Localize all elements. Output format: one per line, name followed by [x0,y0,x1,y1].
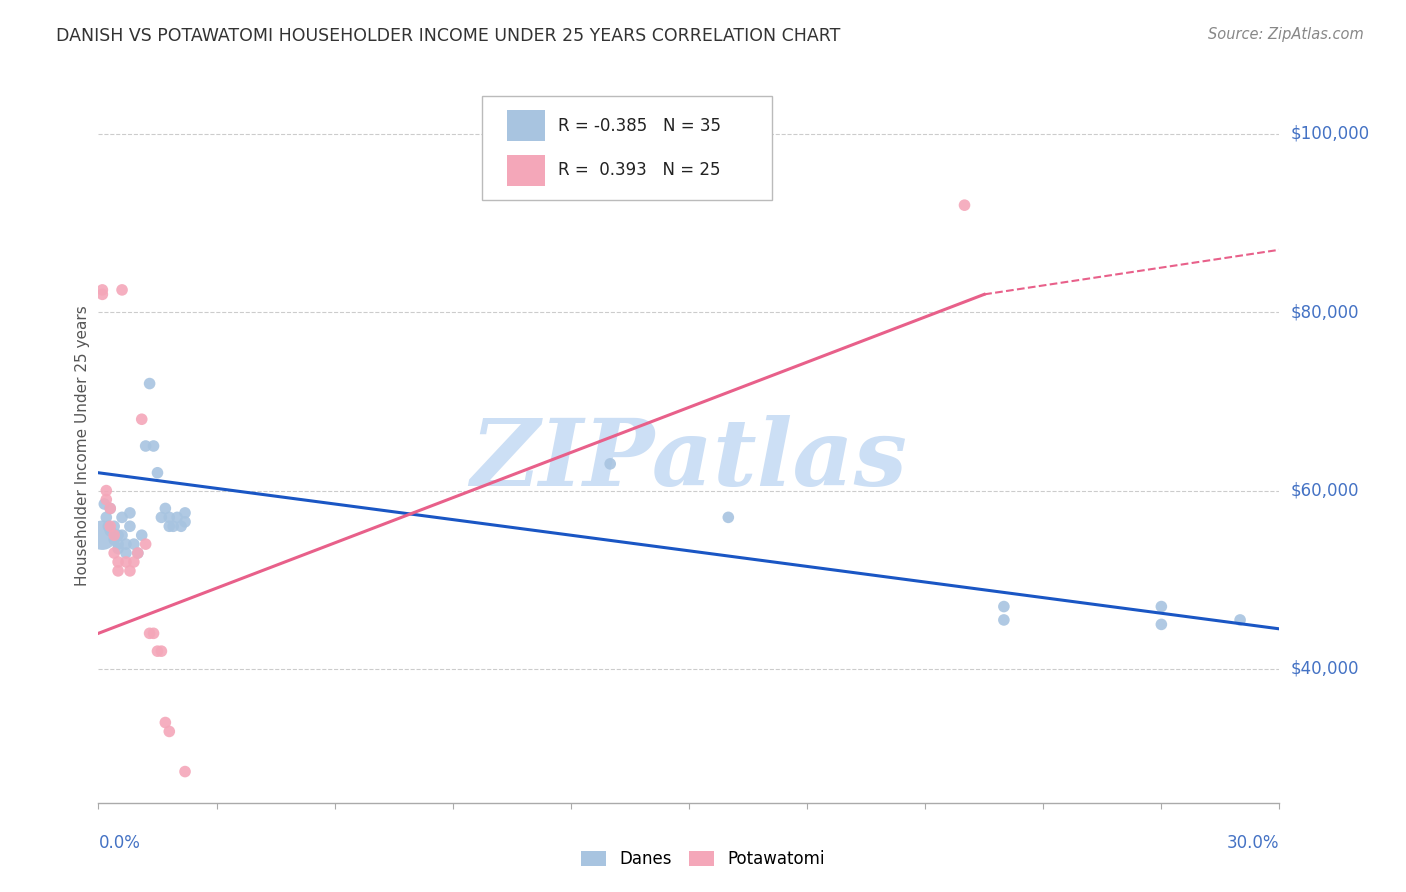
Point [155,501,177,516]
Text: ZIPatlas: ZIPatlas [471,416,907,505]
Point [91,528,114,542]
Point [115,537,138,551]
Point [103,546,125,560]
Point [107,537,129,551]
Point [135,439,157,453]
Point [111,510,134,524]
Point [111,283,134,297]
Point [717,510,740,524]
Point [138,626,160,640]
Point [157,519,180,533]
Text: $60,000: $60,000 [1291,482,1360,500]
Point [138,376,160,391]
Point [131,412,153,426]
Text: R =  0.393   N = 25: R = 0.393 N = 25 [558,161,720,179]
Point [1150,599,1173,614]
FancyBboxPatch shape [508,110,546,142]
Text: R = -0.385   N = 35: R = -0.385 N = 35 [558,117,721,135]
Point [107,564,129,578]
Point [157,724,180,739]
Point [98,519,121,533]
Point [1229,613,1251,627]
Point [93,497,115,511]
Point [122,537,145,551]
Point [107,528,129,542]
Point [131,528,153,542]
Point [98,501,121,516]
Text: Source: ZipAtlas.com: Source: ZipAtlas.com [1208,27,1364,42]
Point [91,287,114,301]
Point [103,533,125,547]
Point [103,519,125,533]
Text: DANISH VS POTAWATOMI HOUSEHOLDER INCOME UNDER 25 YEARS CORRELATION CHART: DANISH VS POTAWATOMI HOUSEHOLDER INCOME … [56,27,841,45]
Point [993,599,1015,614]
FancyBboxPatch shape [482,96,772,200]
Point [96,492,118,507]
Text: 30.0%: 30.0% [1227,834,1279,852]
Point [166,510,188,524]
Point [115,546,138,560]
Text: $100,000: $100,000 [1291,125,1369,143]
Point [96,483,118,498]
Point [599,457,621,471]
Point [170,519,193,533]
FancyBboxPatch shape [508,154,546,186]
Point [142,439,165,453]
Point [118,506,141,520]
Y-axis label: Householder Income Under 25 years: Householder Income Under 25 years [75,306,90,586]
Point [162,519,184,533]
Point [98,501,121,516]
Point [174,764,197,779]
Point [953,198,976,212]
Point [97,519,120,533]
Point [150,644,173,658]
Point [135,537,157,551]
Point [98,524,121,538]
Point [146,644,169,658]
Point [122,555,145,569]
Point [127,546,149,560]
Point [118,519,141,533]
Text: $80,000: $80,000 [1291,303,1360,321]
Point [155,715,177,730]
Point [127,546,149,560]
Point [107,541,129,556]
Point [111,528,134,542]
Point [993,613,1015,627]
Point [150,510,173,524]
Text: 0.0%: 0.0% [98,834,141,852]
Point [115,555,138,569]
Legend: Danes, Potawatomi: Danes, Potawatomi [575,844,831,875]
Point [91,283,114,297]
Point [96,510,118,524]
Point [174,506,197,520]
Point [146,466,169,480]
Point [107,555,129,569]
Point [103,528,125,542]
Point [118,564,141,578]
Point [1150,617,1173,632]
Text: $40,000: $40,000 [1291,660,1360,678]
Point [142,626,165,640]
Point [157,510,180,524]
Point [174,515,197,529]
